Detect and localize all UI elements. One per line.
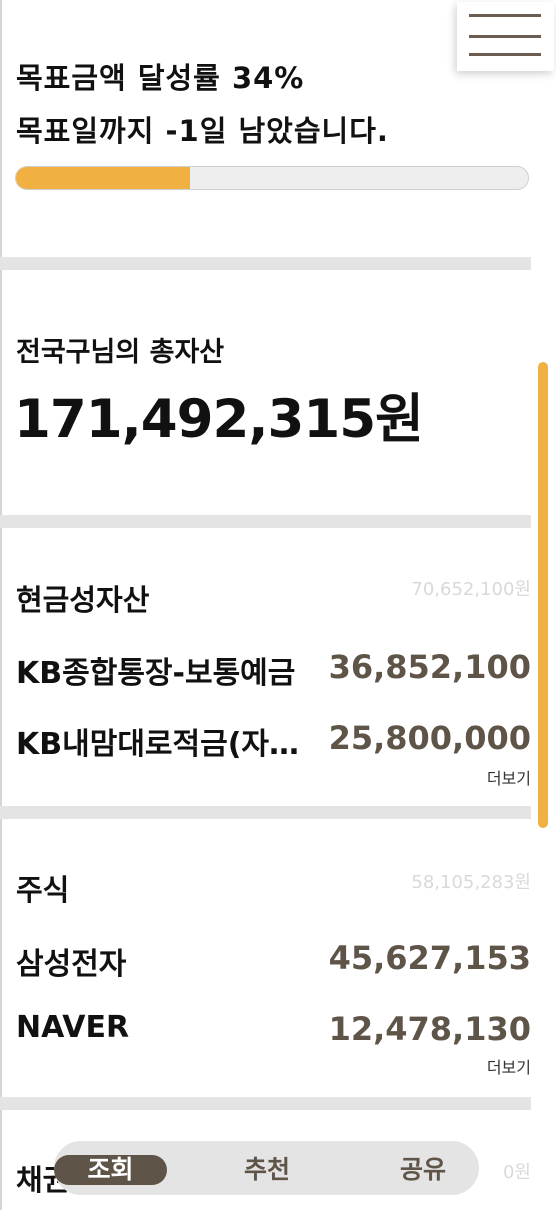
total-assets-amount: 171,492,315원: [14, 389, 424, 450]
section-divider: [0, 806, 531, 819]
bonds-section-total: 0원: [502, 1162, 531, 1183]
stock-item-name[interactable]: NAVER: [16, 1010, 130, 1045]
cash-item-name[interactable]: KB종합통장-보통예금: [16, 656, 296, 691]
cash-item-name[interactable]: KB내맘대로적금(자유적립식): [16, 727, 326, 762]
cash-item-value: 25,800,000: [328, 719, 531, 757]
stock-item-value: 12,478,130: [328, 1010, 531, 1048]
goal-achievement-text: 목표금액 달성률 34%: [16, 61, 305, 95]
scrollbar-thumb[interactable]: [538, 362, 548, 828]
cash-item-value: 36,852,100: [328, 648, 531, 686]
section-divider: [0, 257, 531, 270]
total-assets-label: 전국구님의 총자산: [16, 337, 225, 368]
hamburger-menu-button[interactable]: [457, 2, 554, 71]
menu-icon-bar: [469, 14, 541, 17]
cash-more-link[interactable]: 더보기: [486, 769, 531, 788]
section-divider: [0, 515, 531, 528]
tab-recommend[interactable]: 추천: [243, 1155, 290, 1184]
cash-section-title: 현금성자산: [16, 583, 150, 617]
stock-item-value: 45,627,153: [328, 939, 531, 977]
frame-edge: [0, 0, 2, 1210]
cash-section-total: 70,652,100원: [411, 579, 531, 600]
section-divider: [0, 1097, 531, 1110]
bottom-nav-bar: 조회 추천 공유: [54, 1141, 479, 1195]
tab-share[interactable]: 공유: [399, 1155, 446, 1184]
stock-item-name[interactable]: 삼성전자: [16, 947, 127, 982]
goal-days-left-text: 목표일까지 -1일 남았습니다.: [16, 114, 389, 148]
menu-icon-bar: [469, 53, 541, 56]
goal-progress-fill: [16, 167, 191, 189]
goal-progress-bar: [15, 166, 529, 190]
stocks-section-total: 58,105,283원: [411, 872, 531, 893]
tab-inquiry[interactable]: 조회: [54, 1155, 167, 1185]
stocks-more-link[interactable]: 더보기: [486, 1058, 531, 1077]
menu-icon-bar: [469, 35, 541, 38]
stocks-section-title: 주식: [16, 873, 70, 907]
